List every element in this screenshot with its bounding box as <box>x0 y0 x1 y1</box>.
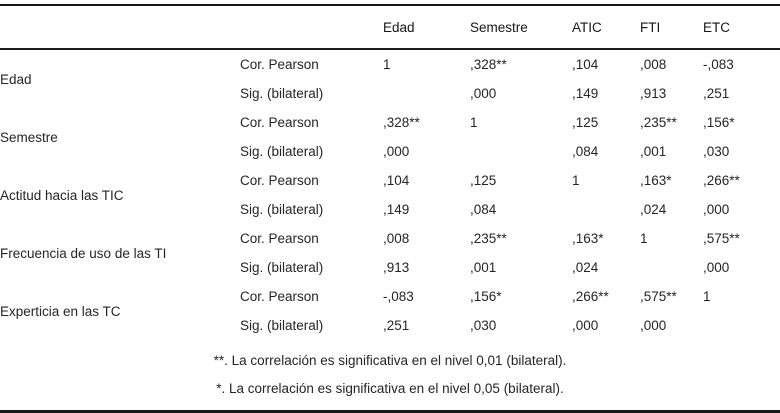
pearson-cell: ,163* <box>572 231 604 246</box>
header-spacer-stat <box>240 5 383 50</box>
sig-cell: ,024 <box>572 260 599 275</box>
pearson-cell: ,104 <box>383 173 410 188</box>
pearson-cell: ,156* <box>470 289 502 304</box>
sig-cell: ,084 <box>470 202 497 217</box>
pearson-cell: ,328** <box>470 57 507 72</box>
pearson-cell: ,328** <box>383 115 420 130</box>
sig-cell <box>383 79 470 108</box>
pearson-cell: 1 <box>703 289 711 304</box>
stat-label-sig: Sig. (bilateral) <box>240 202 324 217</box>
header-row: Edad Semestre ATIC FTI ETC <box>0 5 780 50</box>
footnote-row: *. La correlación es significativa en el… <box>0 374 780 412</box>
row-label: Edad <box>0 71 32 87</box>
stat-label-pearson: Cor. Pearson <box>240 173 319 188</box>
header-col-semestre: Semestre <box>470 5 572 50</box>
stat-label-pearson: Cor. Pearson <box>240 57 319 72</box>
pearson-cell: ,235** <box>640 115 677 130</box>
header-col-atic: ATIC <box>572 5 640 50</box>
sig-cell: ,024 <box>640 202 667 217</box>
table-row: Sig. (bilateral) ,149 ,084 ,024 ,000 <box>0 195 780 224</box>
header-col-etc: ETC <box>703 5 780 50</box>
sig-cell: ,000 <box>703 260 730 275</box>
table-row: Frecuencia de uso de las TI Cor. Pearson,… <box>0 224 780 261</box>
pearson-cell: -,083 <box>383 289 414 304</box>
sig-cell: ,030 <box>470 318 497 333</box>
table-row: Experticia en las TC Cor. Pearson -,083 ,15… <box>0 282 780 319</box>
sig-cell <box>703 311 780 340</box>
sig-cell: ,251 <box>703 86 730 101</box>
sig-cell: ,084 <box>572 144 599 159</box>
pearson-cell: 1 <box>640 231 648 246</box>
table-row: Sig. (bilateral) ,000 ,084 ,001 ,030 <box>0 137 780 166</box>
sig-cell: ,913 <box>383 260 410 275</box>
stat-label-pearson: Cor. Pearson <box>240 231 319 246</box>
table-footnotes: **. La correlación es significativa en e… <box>0 340 780 412</box>
sig-cell: ,251 <box>383 318 410 333</box>
table-row: Semestre Cor. Pearson ,328** 1 ,125 ,235** ,15… <box>0 108 780 145</box>
sig-cell: ,000 <box>703 202 730 217</box>
footnote-001: **. La correlación es significativa en e… <box>213 352 567 368</box>
sig-cell: ,913 <box>640 86 667 101</box>
table-row: Sig. (bilateral) ,000 ,149 ,913 ,251 <box>0 79 780 108</box>
pearson-cell: 1 <box>470 115 478 130</box>
sig-cell: ,000 <box>470 86 497 101</box>
stat-label-sig: Sig. (bilateral) <box>240 260 324 275</box>
stat-label-pearson: Cor. Pearson <box>240 115 319 130</box>
pearson-cell: ,266** <box>703 173 740 188</box>
header-col-edad: Edad <box>383 5 470 50</box>
header-spacer-rowlabel <box>0 5 240 50</box>
sig-cell <box>640 253 703 282</box>
pearson-cell: ,125 <box>470 173 497 188</box>
footnote-005: *. La correlación es significativa en el… <box>216 380 564 396</box>
stat-label-sig: Sig. (bilateral) <box>240 144 324 159</box>
table-row: Actitud hacia las TIC Cor. Pearson ,104 ,12… <box>0 166 780 203</box>
pearson-cell: ,008 <box>640 57 667 72</box>
pearson-cell: 1 <box>572 173 580 188</box>
table-row: Sig. (bilateral) ,251 ,030 ,000 ,000 <box>0 311 780 340</box>
table-body: Edad Cor. Pearson 1 ,328** ,104 ,008 -,083 Sig.… <box>0 49 780 340</box>
stat-label-pearson: Cor. Pearson <box>240 289 319 304</box>
sig-cell: ,001 <box>640 144 667 159</box>
pearson-cell: ,235** <box>470 231 507 246</box>
sig-cell: ,000 <box>572 318 599 333</box>
pearson-cell: ,104 <box>572 57 599 72</box>
pearson-cell: 1 <box>383 57 391 72</box>
row-label: Frecuencia de uso de las TI <box>0 245 167 261</box>
sig-cell <box>470 137 572 166</box>
pearson-cell: ,163* <box>640 173 672 188</box>
footnote-row: **. La correlación es significativa en e… <box>0 340 780 374</box>
table-row: Edad Cor. Pearson 1 ,328** ,104 ,008 -,083 <box>0 49 780 87</box>
sig-cell: ,000 <box>640 318 667 333</box>
table-row: Sig. (bilateral) ,913 ,001 ,024 ,000 <box>0 253 780 282</box>
pearson-cell: ,575** <box>640 289 677 304</box>
pearson-cell: ,125 <box>572 115 599 130</box>
pearson-cell: ,575** <box>703 231 740 246</box>
sig-cell <box>572 195 640 224</box>
sig-cell: ,000 <box>383 144 410 159</box>
row-label: Semestre <box>0 129 58 145</box>
pearson-cell: -,083 <box>703 57 734 72</box>
sig-cell: ,030 <box>703 144 730 159</box>
header-col-fti: FTI <box>640 5 703 50</box>
pearson-cell: ,156* <box>703 115 735 130</box>
sig-cell: ,149 <box>572 86 599 101</box>
stat-label-sig: Sig. (bilateral) <box>240 318 324 333</box>
pearson-cell: ,266** <box>572 289 609 304</box>
stat-label-sig: Sig. (bilateral) <box>240 86 324 101</box>
sig-cell: ,149 <box>383 202 410 217</box>
row-label: Experticia en las TC <box>0 303 121 319</box>
row-label: Actitud hacia las TIC <box>0 187 124 203</box>
sig-cell: ,001 <box>470 260 497 275</box>
pearson-cell: ,008 <box>383 231 410 246</box>
correlation-table: Edad Semestre ATIC FTI ETC Edad Cor. Pear… <box>0 4 780 413</box>
